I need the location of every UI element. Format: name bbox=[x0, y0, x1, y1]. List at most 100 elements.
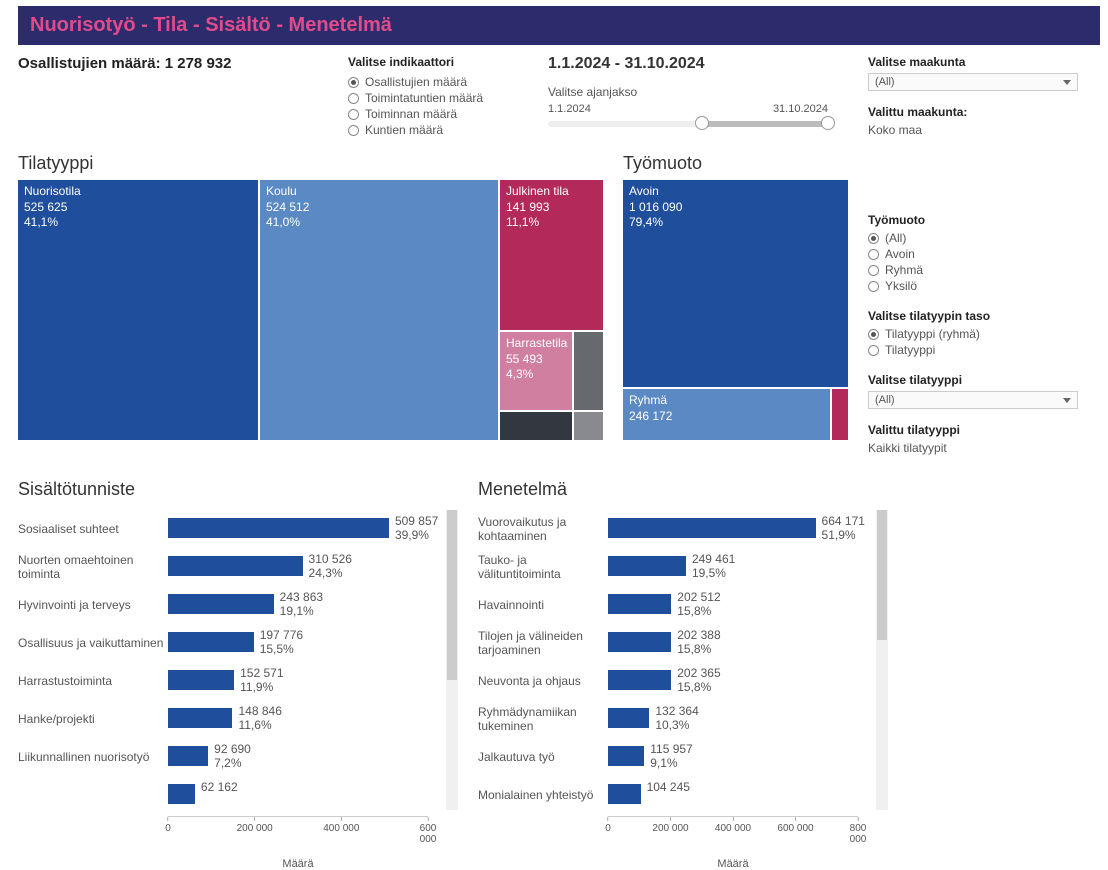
bar-row[interactable]: 202 36515,8% bbox=[608, 662, 872, 700]
treemap-cell-name: Harrastetila bbox=[506, 336, 566, 352]
period-start-label: 1.1.2024 bbox=[548, 103, 591, 115]
treemap-cell-value: 55 493 bbox=[506, 352, 566, 368]
treemap-cell-name: Ryhmä bbox=[629, 393, 824, 409]
taso-radio-option[interactable]: Tilatyyppi bbox=[868, 343, 1088, 357]
bar-fill bbox=[168, 746, 208, 766]
region-select[interactable]: (All) bbox=[868, 73, 1078, 91]
tyomuoto-title: Työmuoto bbox=[623, 153, 848, 174]
treemap-cell[interactable] bbox=[574, 412, 603, 440]
treemap-cell[interactable]: Avoin1 016 09079,4% bbox=[623, 180, 848, 387]
axis-tick: 800 000 bbox=[850, 817, 867, 845]
tyomuoto-radio-option[interactable]: (All) bbox=[868, 231, 1088, 245]
treemap-cell-pct: 79,4% bbox=[629, 215, 842, 231]
participants-value: 1 278 932 bbox=[165, 55, 232, 72]
taso-radio-label: Tilatyyppi (ryhmä) bbox=[885, 327, 980, 341]
indicator-label: Osallistujien määrä bbox=[365, 75, 467, 89]
chevron-down-icon bbox=[1063, 398, 1071, 403]
treemap-cell[interactable] bbox=[574, 332, 603, 410]
bar-fill bbox=[168, 670, 234, 690]
radio-icon bbox=[348, 125, 359, 136]
treemap-cell-value: 525 625 bbox=[24, 200, 252, 216]
radio-icon bbox=[868, 233, 879, 244]
bar-fill bbox=[608, 594, 671, 614]
x-axis: 0200 000400 000600 000800 000 bbox=[608, 816, 858, 844]
bar-value: 197 776 bbox=[260, 628, 303, 642]
bar-row[interactable]: 202 38815,8% bbox=[608, 624, 872, 662]
sisalto-bar-chart[interactable]: Sosiaaliset suhteetNuorten omaehtoinen t… bbox=[18, 510, 458, 870]
scrollbar-thumb[interactable] bbox=[447, 510, 457, 680]
region-select-title: Valitse maakunta bbox=[868, 55, 1088, 69]
bar-label: Ryhmädynamiikan tukeminen bbox=[478, 700, 608, 738]
tyomuoto-radio-option[interactable]: Ryhmä bbox=[868, 263, 1088, 277]
selected-region-title: Valittu maakunta: bbox=[868, 105, 1088, 119]
bar-row[interactable]: 509 85739,9% bbox=[168, 510, 442, 548]
menetelma-scrollbar[interactable] bbox=[876, 510, 888, 810]
scrollbar-thumb[interactable] bbox=[877, 510, 887, 640]
bar-value: 243 863 bbox=[280, 590, 323, 604]
tyomuoto-radio-option[interactable]: Avoin bbox=[868, 247, 1088, 261]
bar-pct: 15,8% bbox=[677, 604, 720, 618]
bar-row[interactable]: 148 84611,6% bbox=[168, 700, 442, 738]
bar-row[interactable]: 202 51215,8% bbox=[608, 586, 872, 624]
radio-icon bbox=[348, 93, 359, 104]
bar-value: 664 171 bbox=[822, 514, 865, 528]
treemap-cell-pct: 41,0% bbox=[266, 215, 492, 231]
slider-thumb-end[interactable] bbox=[821, 116, 835, 130]
taso-radio-option[interactable]: Tilatyyppi (ryhmä) bbox=[868, 327, 1088, 341]
treemap-cell[interactable]: Koulu524 51241,0% bbox=[260, 180, 498, 440]
bar-row[interactable]: 249 46119,5% bbox=[608, 548, 872, 586]
treemap-cell-pct: 11,1% bbox=[506, 215, 597, 231]
bar-pct: 10,3% bbox=[655, 718, 698, 732]
tilatyyppi-treemap[interactable]: Nuorisotila525 62541,1%Koulu524 51241,0%… bbox=[18, 180, 603, 440]
indicator-title: Valitse indikaattori bbox=[348, 55, 528, 69]
bar-row[interactable]: 115 9579,1% bbox=[608, 738, 872, 776]
bar-row[interactable]: 152 57111,9% bbox=[168, 662, 442, 700]
indicator-option[interactable]: Osallistujien määrä bbox=[348, 75, 528, 89]
tyomuoto-radio-option[interactable]: Yksilö bbox=[868, 279, 1088, 293]
indicator-label: Toiminnan määrä bbox=[365, 107, 457, 121]
axis-tick: 0 bbox=[165, 817, 171, 834]
bar-label: Tauko- ja välituntitoiminta bbox=[478, 548, 608, 586]
bar-pct: 24,3% bbox=[309, 566, 352, 580]
bar-pct: 15,8% bbox=[677, 680, 720, 694]
bar-row[interactable]: 104 245 bbox=[608, 776, 872, 814]
bar-label: Nuorten omaehtoinen toiminta bbox=[18, 548, 168, 586]
indicator-label: Kuntien määrä bbox=[365, 123, 443, 137]
bar-row[interactable]: 310 52624,3% bbox=[168, 548, 442, 586]
bar-row[interactable]: 243 86319,1% bbox=[168, 586, 442, 624]
indicator-option[interactable]: Kuntien määrä bbox=[348, 123, 528, 137]
treemap-cell-name: Nuorisotila bbox=[24, 184, 252, 200]
menetelma-bar-chart[interactable]: Vuorovaikutus ja kohtaaminenTauko- ja vä… bbox=[478, 510, 888, 870]
tyomuoto-treemap[interactable]: Avoin1 016 09079,4%Ryhmä246 172 bbox=[623, 180, 848, 440]
slider-thumb-start[interactable] bbox=[695, 116, 709, 130]
selected-region-value: Koko maa bbox=[868, 123, 1088, 137]
bar-fill bbox=[608, 518, 816, 538]
side-controls: Työmuoto (All)AvoinRyhmäYksilö Valitse t… bbox=[868, 153, 1088, 469]
indicator-option[interactable]: Toiminnan määrä bbox=[348, 107, 528, 121]
bar-row[interactable]: 62 162 bbox=[168, 776, 442, 814]
bar-label: Sosiaaliset suhteet bbox=[18, 510, 168, 548]
bar-row[interactable]: 92 6907,2% bbox=[168, 738, 442, 776]
bar-row[interactable]: 197 77615,5% bbox=[168, 624, 442, 662]
bar-row[interactable]: 132 36410,3% bbox=[608, 700, 872, 738]
bar-value: 132 364 bbox=[655, 704, 698, 718]
tilatyyppi-select[interactable]: (All) bbox=[868, 391, 1078, 409]
treemap-cell[interactable]: Julkinen tila141 99311,1% bbox=[500, 180, 603, 330]
page-title: Nuorisotyö - Tila - Sisältö - Menetelmä bbox=[30, 14, 392, 36]
bar-fill bbox=[608, 746, 644, 766]
treemap-cell[interactable]: Harrastetila55 4934,3% bbox=[500, 332, 572, 410]
indicator-option[interactable]: Toimintatuntien määrä bbox=[348, 91, 528, 105]
treemap-cell[interactable] bbox=[832, 389, 848, 440]
bar-label: Hanke/projekti bbox=[18, 700, 168, 738]
period-slider[interactable] bbox=[548, 121, 828, 127]
radio-icon bbox=[868, 329, 879, 340]
region-select-value: (All) bbox=[875, 76, 895, 88]
treemap-cell[interactable] bbox=[500, 412, 572, 440]
bar-row[interactable]: 664 17151,9% bbox=[608, 510, 872, 548]
sisalto-scrollbar[interactable] bbox=[446, 510, 458, 810]
treemap-cell[interactable]: Ryhmä246 172 bbox=[623, 389, 830, 440]
selected-tilatyyppi-title: Valittu tilatyyppi bbox=[868, 423, 1088, 437]
period-slider-title: Valitse ajanjakso bbox=[548, 85, 848, 99]
bar-fill bbox=[168, 518, 389, 538]
treemap-cell[interactable]: Nuorisotila525 62541,1% bbox=[18, 180, 258, 440]
